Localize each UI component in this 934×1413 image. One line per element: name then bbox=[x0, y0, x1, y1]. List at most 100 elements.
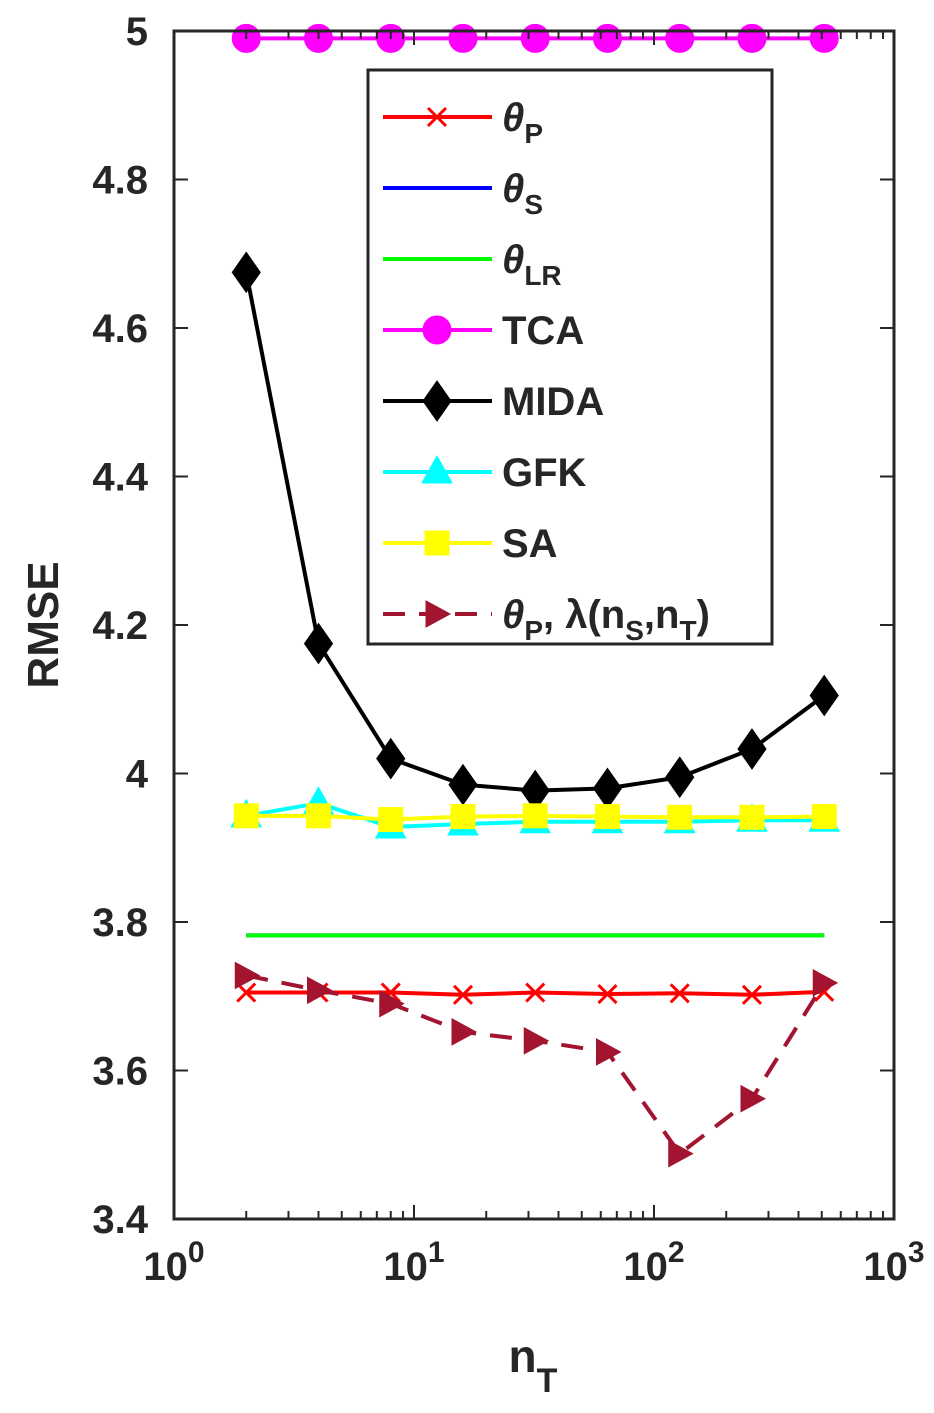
legend-item: θP bbox=[383, 96, 543, 149]
data-point bbox=[739, 804, 765, 830]
x-tick-base: 10 bbox=[863, 1245, 908, 1289]
legend-item: SA bbox=[383, 522, 558, 566]
data-point bbox=[452, 984, 474, 1005]
series-6 bbox=[233, 803, 837, 833]
data-point bbox=[665, 756, 695, 799]
legend-marker bbox=[426, 106, 448, 128]
y-tick-label: 5 bbox=[126, 10, 148, 54]
data-point bbox=[231, 251, 261, 294]
y-axis-label: RMSE bbox=[19, 561, 68, 688]
x-tick-base: 10 bbox=[143, 1245, 188, 1289]
legend-item: MIDA bbox=[383, 380, 604, 424]
legend-label-sub: P bbox=[524, 615, 543, 646]
series-7 bbox=[234, 961, 839, 1168]
legend-label: MIDA bbox=[502, 380, 604, 424]
legend-marker bbox=[424, 530, 450, 556]
legend-label-main: GFK bbox=[502, 451, 587, 495]
legend-label-sub: S bbox=[524, 189, 543, 220]
y-tick-label: 3.4 bbox=[92, 1198, 148, 1242]
legend-label: θS bbox=[502, 167, 543, 220]
series-3 bbox=[231, 23, 839, 53]
data-point bbox=[668, 1139, 694, 1168]
data-point bbox=[811, 804, 837, 830]
data-point bbox=[669, 983, 690, 1004]
data-point bbox=[667, 804, 693, 830]
legend-label-main: θ bbox=[502, 238, 524, 282]
data-point bbox=[376, 737, 406, 780]
legend-label-suffix-sub: S bbox=[625, 615, 644, 646]
x-tick-exponent: 2 bbox=[668, 1236, 685, 1269]
data-point bbox=[236, 982, 257, 1003]
y-tick-label: 4 bbox=[126, 753, 149, 797]
legend-label: θP, λ(nS,nT) bbox=[502, 593, 710, 646]
data-point bbox=[378, 807, 404, 833]
legend-label-sub: P bbox=[524, 118, 543, 149]
legend-item: θLR bbox=[383, 238, 562, 291]
y-tick-label: 4.6 bbox=[92, 307, 148, 351]
data-point bbox=[523, 1026, 550, 1055]
data-point bbox=[233, 803, 259, 829]
data-point bbox=[594, 804, 620, 830]
legend-label-suffix-sub: T bbox=[679, 615, 696, 646]
x-tick-base: 10 bbox=[623, 1245, 668, 1289]
y-tick-label: 4.2 bbox=[92, 604, 148, 648]
legend-marker bbox=[421, 454, 453, 484]
data-point bbox=[303, 622, 334, 665]
legend-label-main: MIDA bbox=[502, 380, 604, 424]
data-point bbox=[305, 803, 331, 829]
legend-marker bbox=[422, 380, 452, 422]
legend-label-main: θ bbox=[502, 593, 524, 637]
data-point bbox=[451, 1018, 478, 1046]
y-tick-label: 3.6 bbox=[92, 1050, 148, 1094]
data-point bbox=[306, 976, 333, 1005]
y-tick-label: 4.4 bbox=[92, 456, 148, 500]
data-point bbox=[525, 982, 546, 1003]
data-point bbox=[597, 983, 618, 1005]
legend-item: GFK bbox=[383, 451, 587, 495]
series-4 bbox=[231, 251, 839, 812]
data-point bbox=[234, 961, 261, 990]
legend-label: θP bbox=[502, 96, 543, 149]
data-point bbox=[595, 1038, 622, 1066]
data-point bbox=[665, 23, 695, 53]
data-point bbox=[809, 674, 839, 717]
x-axis-label-main: n bbox=[509, 1330, 537, 1382]
x-tick-exponent: 3 bbox=[908, 1236, 925, 1269]
legend-marker bbox=[425, 600, 452, 628]
data-point bbox=[737, 728, 767, 770]
legend-label: GFK bbox=[502, 451, 587, 495]
axes-box bbox=[172, 29, 896, 1221]
data-point bbox=[520, 23, 550, 53]
legend-label-sub: LR bbox=[524, 260, 561, 291]
data-point bbox=[812, 969, 839, 997]
legend-label: SA bbox=[502, 522, 558, 566]
legend-item: TCA bbox=[383, 309, 584, 353]
legend-label: θLR bbox=[502, 238, 562, 291]
legend-label-suffix-mid: ,n bbox=[644, 593, 680, 637]
data-point bbox=[809, 23, 839, 53]
legend-item: θS bbox=[383, 167, 543, 220]
data-point bbox=[379, 989, 405, 1018]
data-point bbox=[450, 804, 476, 830]
data-point bbox=[448, 23, 478, 53]
legend-box bbox=[366, 68, 774, 646]
legend-item: θP, λ(nS,nT) bbox=[383, 593, 710, 646]
legend-label-main: SA bbox=[502, 522, 558, 566]
x-tick-label: 103 bbox=[863, 1236, 924, 1289]
x-axis-label: nT bbox=[509, 1330, 558, 1400]
data-point bbox=[740, 1084, 767, 1113]
x-tick-label: 100 bbox=[143, 1236, 204, 1289]
x-tick-label: 102 bbox=[623, 1236, 684, 1289]
x-axis-label-sub: T bbox=[537, 1362, 558, 1400]
legend-label-main: TCA bbox=[502, 309, 584, 353]
x-tick-exponent: 1 bbox=[428, 1236, 445, 1269]
legend-label-main: θ bbox=[502, 167, 524, 211]
data-point bbox=[741, 984, 763, 1005]
data-point bbox=[522, 803, 548, 829]
data-point bbox=[737, 23, 767, 53]
x-tick-base: 10 bbox=[383, 1245, 428, 1289]
legend-marker bbox=[422, 315, 452, 345]
legend-label: TCA bbox=[502, 309, 584, 353]
